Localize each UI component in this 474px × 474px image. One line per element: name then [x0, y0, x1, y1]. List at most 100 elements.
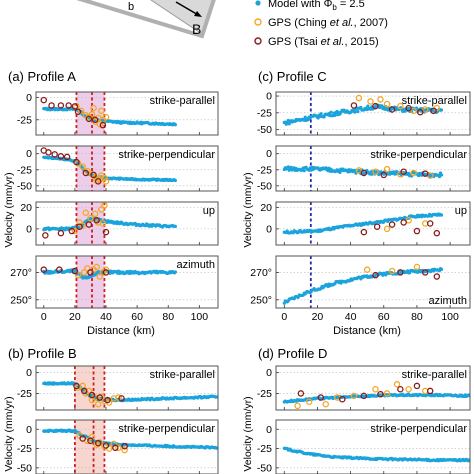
model-point [359, 105, 363, 110]
gps-tsai-point [40, 96, 48, 104]
x-tick-label: 20 [312, 311, 324, 323]
model-point [439, 267, 444, 271]
model-point [287, 122, 291, 126]
gps-ching-point [410, 107, 417, 115]
model-series [282, 446, 470, 463]
gps-ching-point [90, 104, 97, 112]
model-point [173, 224, 177, 228]
model-point [173, 270, 177, 274]
x-axis-label: Distance (km) [87, 325, 155, 337]
subplot-strike-perpendicular: 0 -25 -50 strike-perpendicular [17, 419, 219, 474]
gps-ching-point [98, 107, 105, 115]
y-axis-label: Velocity (mm/yr) [242, 172, 254, 247]
model-point [467, 458, 470, 462]
subplot-label: strike-parallel [402, 95, 467, 107]
y-tick-label: -25 [257, 443, 272, 455]
gps-ching-point [397, 102, 404, 110]
model-point [302, 169, 306, 173]
subplot-strike-parallel: 0 -25 strike-parallel [17, 365, 219, 411]
gps-tsai-point [85, 221, 93, 228]
gps-tsai-point [405, 104, 412, 112]
gps-ching-point [305, 398, 313, 405]
model-point [333, 113, 337, 117]
gps-ching-point [79, 222, 86, 229]
model-point [319, 112, 323, 116]
y-tick-label: 0 [266, 148, 272, 160]
gps-tsai-point [57, 102, 65, 109]
gps-tsai-point [380, 171, 388, 179]
subplot-label: strike-perpendicular [370, 149, 467, 161]
model-point [439, 173, 444, 177]
gps-ching-point [71, 227, 79, 235]
gps-tsai-point [317, 394, 325, 401]
y-tick-label: -25 [257, 164, 272, 176]
model-series [282, 212, 444, 235]
y-axis-label: Velocity (mm/yr) [242, 396, 254, 471]
gps-tsai-point [68, 227, 76, 235]
gps-ching-point [405, 385, 412, 393]
model-point [329, 110, 333, 114]
subplot-azimuth: 270° 250° azimuth 0 20 40 60 80 100 [10, 255, 219, 323]
gps-tsai-point [388, 106, 396, 113]
y-tick-label: -25 [257, 107, 272, 119]
gps-tsai-point [433, 229, 441, 237]
gps-tsai-point [57, 229, 65, 237]
gps-tsai-point [94, 439, 102, 447]
gps-tsai-point [102, 269, 110, 276]
gps-ching-point [91, 210, 99, 218]
gps-tsai-point [350, 102, 358, 109]
subplot-label: up [203, 205, 215, 217]
subplot-label: strike-perpendicular [118, 149, 215, 161]
gps-ching-point [88, 111, 96, 118]
legend-label-gps_tsai: GPS (Tsai et al., 2015) [268, 36, 379, 48]
gps-tsai-point [87, 437, 94, 445]
gps-tsai-point [360, 169, 368, 177]
gps-tsai-point [360, 392, 368, 400]
gps-ching-point [413, 263, 421, 271]
gps-ching-point [383, 225, 391, 233]
subplot-frame [275, 201, 471, 246]
gps-tsai-point [413, 382, 421, 390]
gps-tsai-point [377, 390, 384, 398]
gps-ching-point [115, 394, 122, 401]
gps-ching-point [372, 168, 379, 175]
gps-tsai-point [56, 266, 63, 273]
model-point [439, 108, 444, 112]
gps-tsai-point [63, 153, 71, 161]
gps-tsai-point [118, 395, 125, 402]
model-point [173, 178, 177, 183]
subplot-frame [35, 201, 219, 246]
gps-tsai-point [400, 219, 407, 226]
y-tick-label: 0 [26, 424, 32, 436]
gps-ching-point [110, 440, 118, 448]
subplot-up: 0 20 up [260, 201, 471, 246]
gps-ching-point [355, 94, 363, 102]
y-tick-label: -50 [257, 462, 272, 474]
subplot-frame [35, 145, 219, 192]
gps-ching-point [383, 390, 391, 397]
gps-ching-point [94, 400, 102, 408]
gps-ching-point [367, 98, 374, 105]
subplot-frame [275, 419, 471, 474]
subplot-background [36, 92, 218, 135]
subplot-frame [275, 255, 471, 309]
panel-b: (b) Profile B Velocity (mm/yr) 0 -25 strike-… [3, 346, 219, 474]
gps-tsai-point [400, 168, 407, 175]
gps-tsai-point [57, 153, 65, 160]
legend-model-dot [255, 0, 261, 6]
chart-panels: (a) Profile A Velocity (mm/yr) 0 -25 strike-… [3, 69, 471, 474]
gps-tsai-point [79, 435, 86, 442]
gps-ching-point [363, 266, 371, 273]
y-tick-label: 0 [26, 367, 32, 379]
gps-tsai-point [45, 149, 52, 156]
panel-title: (c) Profile C [258, 69, 327, 84]
gps-tsai-point [339, 395, 346, 403]
subplot-strike-parallel: 0 -25 -50 strike-parallel [257, 91, 471, 136]
model-point [366, 104, 370, 108]
subplot-strike-perpendicular: 0 -25 -50 strike-perpendicular [257, 419, 471, 474]
y-tick-label: 270° [10, 267, 32, 279]
gps-tsai-point [73, 382, 80, 390]
x-tick-label: 0 [281, 311, 287, 323]
y-tick-label: -25 [17, 443, 32, 455]
